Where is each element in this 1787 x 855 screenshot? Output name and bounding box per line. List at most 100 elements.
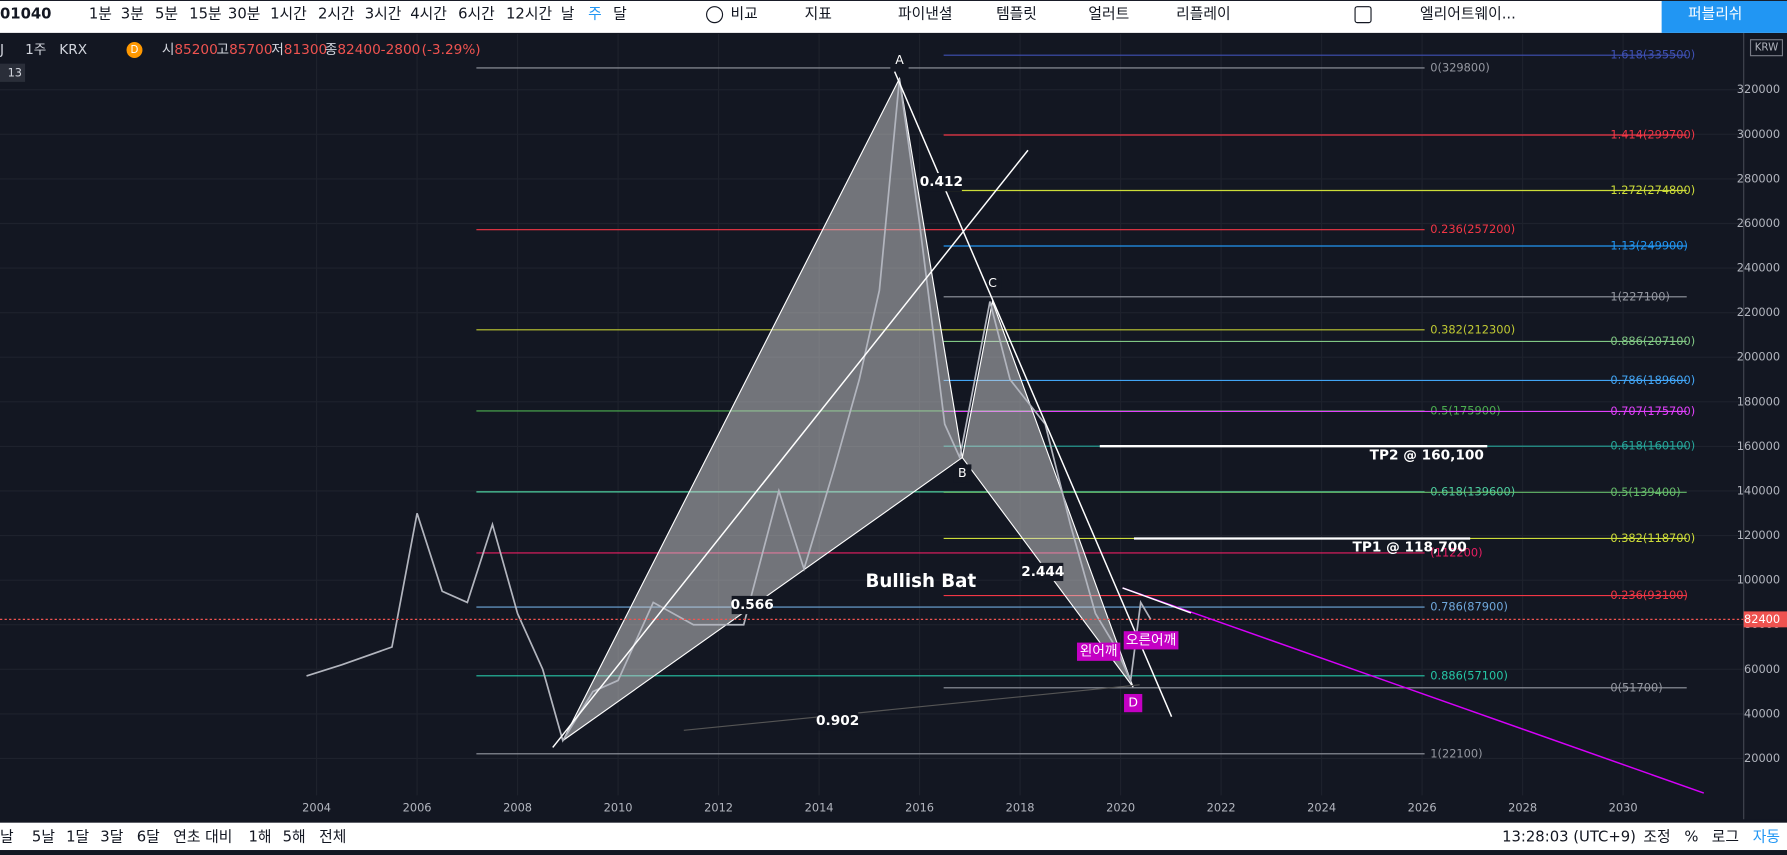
x-tick-label: 2016 xyxy=(905,800,934,814)
fib-label: 1.13(249900) xyxy=(1610,239,1688,253)
symbol[interactable]: 01040 xyxy=(0,6,51,23)
y-tick-label: 300000 xyxy=(1737,127,1780,141)
range-button[interactable]: 전체 xyxy=(319,828,346,845)
interval-button[interactable]: 날 xyxy=(561,6,575,23)
x-tick-label: 2020 xyxy=(1106,800,1135,814)
interval-button[interactable]: 12시간 xyxy=(506,6,552,23)
fib-label: (112200) xyxy=(1430,545,1482,559)
trend-line xyxy=(1122,587,1705,794)
y-tick-label: 40000 xyxy=(1744,706,1780,720)
ratio-label: 0.902 xyxy=(816,713,859,729)
range-button[interactable]: 6달 xyxy=(137,828,160,845)
fib-label: 1.618(335500) xyxy=(1610,48,1695,62)
label-box xyxy=(1022,562,1064,582)
templates-button[interactable]: 템플릿 xyxy=(996,6,1037,23)
legend-interval: 1주 xyxy=(25,42,46,58)
point-label: A xyxy=(895,52,904,67)
legend-key: 저 xyxy=(271,42,284,58)
ratio-label: 2.444 xyxy=(1021,564,1064,580)
ratio-label: 0.412 xyxy=(920,174,963,190)
interval-button[interactable]: 5분 xyxy=(155,6,178,23)
legend-badge: D xyxy=(131,44,139,56)
fib-label: 1(227100) xyxy=(1610,289,1670,303)
y-tick-label: 200000 xyxy=(1737,350,1780,364)
interval-button[interactable]: 달 xyxy=(613,6,627,23)
range-button[interactable]: 5날 xyxy=(32,828,55,845)
publish-button[interactable]: 퍼블리쉬 xyxy=(1688,6,1742,23)
last-price-box xyxy=(1743,611,1787,628)
legend-key: 시 xyxy=(162,42,175,58)
log-button[interactable]: 로그 xyxy=(1712,828,1739,845)
trend-line xyxy=(1122,587,1192,614)
price-line xyxy=(306,78,1152,743)
fib-label: 0.618(139600) xyxy=(1430,484,1515,498)
fib-label: 0.786(87900) xyxy=(1430,600,1508,614)
last-price-label: 82400 xyxy=(1744,612,1780,626)
alert-button[interactable]: 얼러트 xyxy=(1088,6,1129,23)
range-button[interactable]: 1해 xyxy=(248,828,271,845)
point-label-box xyxy=(1124,693,1143,713)
legend-key: 고 xyxy=(217,42,230,58)
clock: 13:28:03 (UTC+9) xyxy=(1502,828,1636,845)
label-box xyxy=(731,595,773,615)
y-tick-label: 60000 xyxy=(1744,662,1780,676)
fib-label: 0.5(139400) xyxy=(1610,485,1680,499)
plot: 0(329800) 0.236(257200) 0.382(212300) 0.5(1… xyxy=(0,34,1744,796)
currency-box xyxy=(1749,39,1784,57)
currency: KRW xyxy=(1755,42,1779,54)
shoulder-label: 오른어깨 xyxy=(1126,632,1176,648)
icon xyxy=(1354,6,1372,24)
range-button[interactable]: 3달 xyxy=(100,828,123,845)
range-button[interactable]: 1달 xyxy=(66,828,89,845)
financials-button[interactable]: 파이낸셜 xyxy=(898,6,952,23)
fib-label: 0.236(93100) xyxy=(1610,588,1688,602)
range-button[interactable]: 날 xyxy=(0,828,14,845)
layout-button[interactable]: 엘리어트웨이... xyxy=(1420,6,1516,23)
trend-line xyxy=(683,684,1140,731)
fib-label: 0.886(57100) xyxy=(1430,668,1508,682)
y-tick-label: 260000 xyxy=(1737,216,1780,230)
target-label: TP1 @ 118,700 xyxy=(1353,540,1467,556)
shoulder-label: 왼어깨 xyxy=(1080,644,1118,660)
fib-label: 1.272(274800) xyxy=(1610,183,1695,197)
point-label: C xyxy=(988,275,997,290)
y-tick-label: 220000 xyxy=(1737,305,1780,319)
interval-button[interactable]: 1분 xyxy=(89,6,112,23)
percent-button[interactable]: % xyxy=(1684,828,1698,845)
target-label: TP2 @ 160,100 xyxy=(1370,447,1484,463)
interval-button[interactable]: 3시간 xyxy=(365,6,402,23)
y-tick-label: 240000 xyxy=(1737,261,1780,275)
interval-button[interactable]: 2시간 xyxy=(318,6,355,23)
interval-button[interactable]: 주 xyxy=(588,6,602,23)
indicators-button[interactable]: 지표 xyxy=(805,6,832,23)
x-tick-label: 2024 xyxy=(1307,800,1336,814)
legend: J 1주 KRX D 시 85200 고 85700 저 81300 종 824… xyxy=(0,42,481,82)
fib-label: 1.414(299700) xyxy=(1610,128,1695,142)
legend-exchange: KRX xyxy=(59,42,87,58)
adjust-button[interactable]: 조정 xyxy=(1643,828,1670,845)
annotations: 0.412 0.566 2.444 0.902 Bullish Bat 왼어깨 … xyxy=(731,173,1179,731)
replay-button[interactable]: 리플레이 xyxy=(1176,6,1230,23)
interval-button[interactable]: 15분 xyxy=(189,6,221,23)
y-tick-label: 180000 xyxy=(1737,394,1780,408)
y-tick-label: 100000 xyxy=(1737,573,1780,587)
range-button[interactable]: 연초 대비 xyxy=(173,828,232,845)
x-tick-label: 2008 xyxy=(503,800,532,814)
interval-button[interactable]: 4시간 xyxy=(410,6,447,23)
toolbar-bg xyxy=(0,0,1787,33)
interval-button[interactable]: 6시간 xyxy=(458,6,495,23)
x-tick-label: 2026 xyxy=(1408,800,1437,814)
legend-change: -2800 xyxy=(381,42,421,58)
fib-label: 0.5(175900) xyxy=(1430,403,1500,417)
interval-button[interactable]: 1시간 xyxy=(270,6,307,23)
y-tick-label: 320000 xyxy=(1737,82,1780,96)
auto-button[interactable]: 자동 xyxy=(1753,828,1780,845)
interval-button[interactable]: 3분 xyxy=(121,6,144,23)
fib-label: 0.382(212300) xyxy=(1430,322,1515,336)
x-tick-label: 2014 xyxy=(805,800,834,814)
publish-bg[interactable] xyxy=(1661,0,1787,33)
range-button[interactable]: 5해 xyxy=(283,828,306,845)
interval-button[interactable]: 30분 xyxy=(228,6,260,23)
compare-button[interactable]: 비교 xyxy=(731,6,758,23)
